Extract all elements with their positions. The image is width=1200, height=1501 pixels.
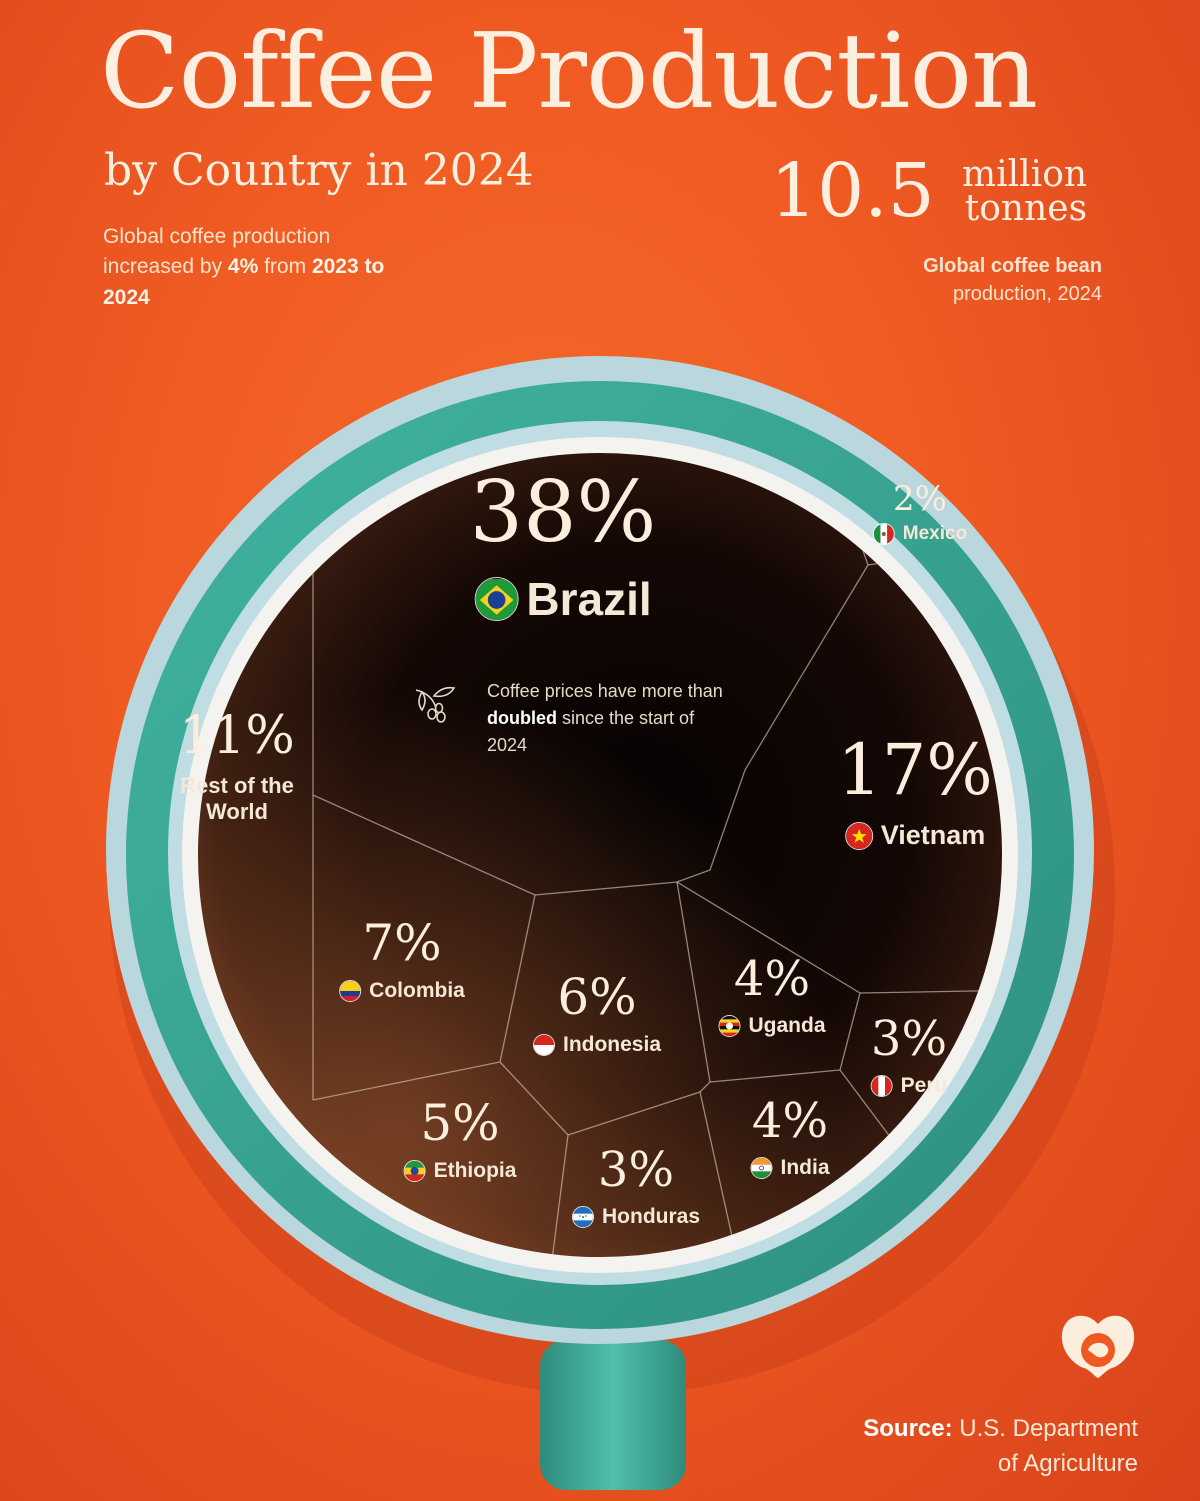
- name-indonesia: Indonesia: [562, 1033, 662, 1056]
- value-indonesia: 6%: [557, 968, 637, 1026]
- total-production-value: 10.5: [770, 148, 935, 234]
- uganda-flag: [718, 1015, 741, 1037]
- value-colombia: 7%: [362, 914, 442, 972]
- name-honduras: Honduras: [601, 1205, 701, 1228]
- value-peru: 3%: [870, 1011, 948, 1067]
- mexico-flag: [872, 523, 895, 545]
- label-honduras: 3% Honduras: [571, 1142, 701, 1232]
- name-mexico: Mexico: [902, 523, 968, 544]
- indonesia-flag-icon: [533, 1035, 554, 1055]
- brazil-flag: [474, 577, 519, 621]
- name-vietnam: Vietnam: [880, 820, 986, 850]
- value-honduras: 3%: [597, 1142, 675, 1198]
- name-uganda: Uganda: [748, 1014, 826, 1037]
- total-production-unit: million tonnes: [962, 154, 1088, 230]
- brazil-flag-icon: [475, 579, 518, 620]
- label-colombia: 7% Colombia: [339, 918, 465, 1006]
- colombia-flag: [339, 980, 362, 1002]
- indonesia-flag: [532, 1034, 555, 1056]
- honduras-flag-icon: [572, 1207, 593, 1227]
- honduras-flag: [571, 1206, 594, 1228]
- value-mexico: 2%: [893, 479, 947, 519]
- coffee-highlight: [198, 453, 1002, 1257]
- label-ethiopia: 5% Ethiopia: [403, 1094, 517, 1186]
- vietnam-flag: [844, 821, 873, 850]
- name-rest-of-the-world: Rest of the World: [180, 773, 294, 825]
- label-mexico: 2% Mexico: [872, 479, 968, 549]
- value-india: 4%: [751, 1093, 829, 1149]
- india-flag-icon: [751, 1158, 772, 1178]
- uganda-flag-icon: [719, 1016, 740, 1036]
- name-brazil: Brazil: [526, 573, 652, 625]
- total-production-description: Global coffee bean production, 2024: [923, 255, 1102, 305]
- colombia-flag-icon: [340, 981, 361, 1001]
- name-india: India: [780, 1156, 830, 1179]
- growth-note: Global coffee production increased by 4%…: [103, 225, 385, 309]
- coffee-branch-icon: [415, 686, 456, 723]
- publisher-logo-icon: [1061, 1315, 1135, 1378]
- cup-handle: [540, 1340, 686, 1490]
- name-peru: Peru: [900, 1074, 948, 1097]
- peru-flag: [870, 1075, 893, 1097]
- page-title: Coffee Production: [100, 10, 1038, 132]
- india-flag: [750, 1157, 773, 1179]
- label-rest-of-the-world: 11% Rest of the World: [177, 710, 297, 826]
- label-brazil: 38% Brazil: [470, 470, 657, 626]
- label-vietnam: 17% Vietnam: [837, 735, 993, 854]
- name-colombia: Colombia: [369, 979, 465, 1002]
- value-rest-of-the-world: 11%: [179, 706, 295, 766]
- value-vietnam: 17%: [837, 729, 993, 811]
- price-annotation: Coffee prices have more than doubled sin…: [487, 681, 723, 755]
- ethiopia-flag: [403, 1160, 426, 1182]
- page-subtitle: by Country in 2024: [104, 145, 534, 196]
- vietnam-flag-icon: [845, 822, 872, 849]
- label-uganda: 4% Uganda: [718, 951, 826, 1041]
- source-note: Source: U.S. Department of Agriculture: [863, 1415, 1138, 1477]
- ethiopia-flag-icon: [404, 1161, 425, 1181]
- value-uganda: 4%: [733, 951, 811, 1007]
- label-peru: 3% Peru: [870, 1011, 948, 1101]
- value-brazil: 38%: [469, 463, 657, 561]
- label-india: 4% India: [750, 1093, 830, 1183]
- label-indonesia: 6% Indonesia: [532, 968, 662, 1060]
- name-ethiopia: Ethiopia: [433, 1159, 517, 1182]
- value-ethiopia: 5%: [420, 1094, 500, 1152]
- peru-flag-icon: [871, 1076, 892, 1096]
- mexico-flag-icon: [873, 524, 894, 544]
